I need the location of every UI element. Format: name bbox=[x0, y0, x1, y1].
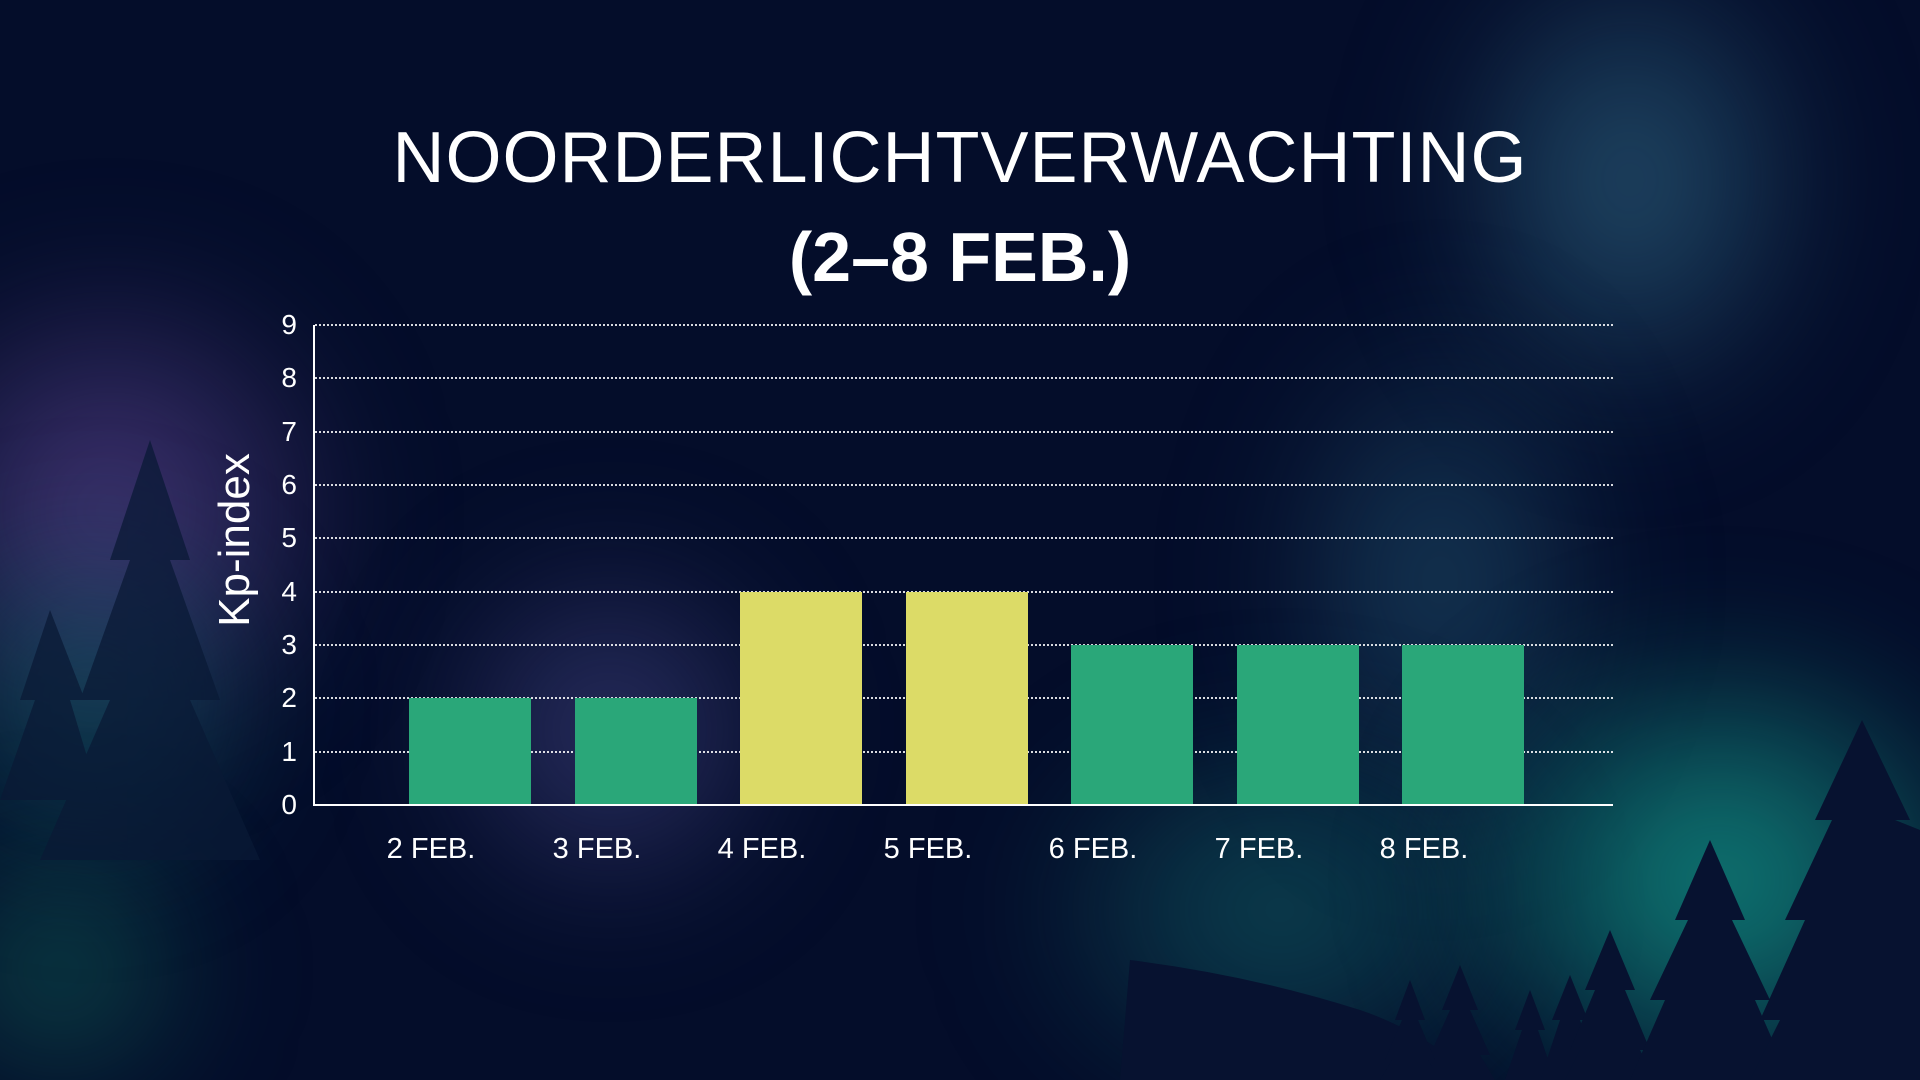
y-tick-label: 6 bbox=[281, 469, 297, 500]
bar-chart-plot-area: 0 1 2 3 4 5 6 7 8 9 2 FEB. 3 FEB. 4 FEB.… bbox=[281, 311, 1613, 865]
gridline-7 bbox=[315, 431, 1613, 433]
y-tick-label: 2 bbox=[281, 682, 297, 713]
chart-subtitle: (2–8 FEB.) bbox=[788, 218, 1132, 296]
x-tick-label: 5 FEB. bbox=[883, 833, 973, 865]
x-tick-label: 3 FEB. bbox=[552, 833, 642, 865]
x-tick-label: 6 FEB. bbox=[1048, 833, 1138, 865]
x-tick-label: 4 FEB. bbox=[717, 833, 807, 865]
bar-7-feb bbox=[1236, 645, 1359, 805]
gridline-5 bbox=[315, 537, 1613, 539]
bar-4-feb bbox=[740, 591, 862, 805]
gridline-6 bbox=[315, 484, 1613, 486]
y-tick-label: 4 bbox=[281, 576, 297, 607]
x-tick-label: 2 FEB. bbox=[386, 833, 476, 865]
bar-2-feb bbox=[409, 698, 531, 805]
y-tick-label: 9 bbox=[281, 309, 297, 340]
chart-title: NOORDERLICHTVERWACHTING bbox=[392, 118, 1528, 198]
bar-3-feb bbox=[574, 698, 697, 805]
bar-5-feb bbox=[905, 591, 1028, 805]
y-tick-label: 5 bbox=[281, 522, 297, 553]
y-tick-label: 3 bbox=[281, 629, 297, 660]
y-tick-label: 0 bbox=[281, 789, 297, 820]
y-tick-label: 1 bbox=[281, 736, 297, 767]
y-axis-line bbox=[313, 325, 315, 806]
x-tick-label: 7 FEB. bbox=[1214, 833, 1304, 865]
gridline-9 bbox=[315, 324, 1613, 326]
y-tick-label: 8 bbox=[281, 362, 297, 393]
gridline-8 bbox=[315, 377, 1613, 379]
x-tick-label: 8 FEB. bbox=[1379, 833, 1469, 865]
y-tick-label: 7 bbox=[281, 416, 297, 447]
bar-6-feb bbox=[1071, 645, 1193, 805]
y-axis-label: Kp-index bbox=[210, 453, 259, 627]
x-axis-line bbox=[313, 804, 1613, 806]
bar-8-feb bbox=[1402, 645, 1524, 805]
